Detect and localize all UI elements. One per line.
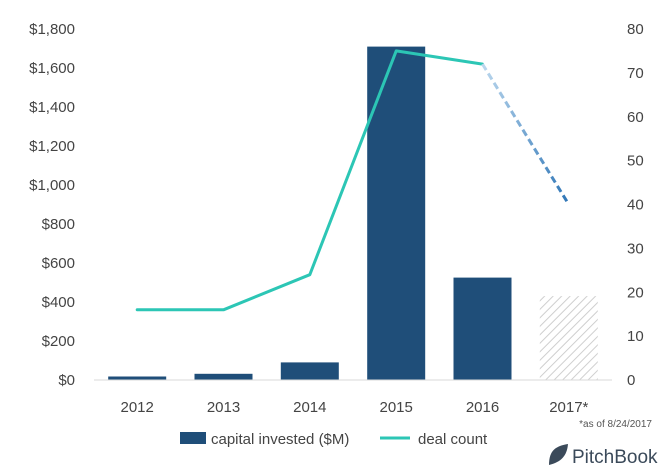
left-tick-label: $600: [42, 255, 75, 272]
left-tick-label: $1,400: [29, 99, 75, 116]
left-tick-label: $200: [42, 333, 75, 350]
right-tick-label: 80: [627, 21, 644, 38]
brand-name: PitchBook: [572, 447, 658, 468]
x-tick-label: 2013: [207, 399, 240, 416]
pitchbook-logo: PitchBook: [549, 444, 658, 468]
x-tick-label: 2017*: [549, 399, 588, 416]
x-axis: 2012 2013 2014 2015 2016 2017*: [121, 399, 589, 416]
left-tick-label: $400: [42, 294, 75, 311]
right-axis: 0 10 20 30 40 50 60 70 80: [627, 21, 644, 389]
x-tick-label: 2016: [466, 399, 499, 416]
right-tick-label: 0: [627, 372, 635, 389]
left-tick-label: $1,000: [29, 177, 75, 194]
bar-2015: [367, 46, 426, 380]
right-tick-label: 30: [627, 240, 644, 257]
x-tick-label: 2012: [121, 399, 154, 416]
bar-2016: [453, 277, 512, 380]
deal-count-series: [135, 49, 571, 312]
bar-series: [108, 46, 598, 380]
x-tick-label: 2015: [380, 399, 413, 416]
left-tick-label: $0: [58, 372, 75, 389]
legend-swatch-capital: [180, 432, 206, 444]
right-tick-label: 10: [627, 328, 644, 345]
legend-label-capital: capital invested ($M): [211, 431, 349, 448]
left-tick-label: $1,600: [29, 60, 75, 77]
x-tick-label: 2014: [293, 399, 326, 416]
left-tick-label: $1,200: [29, 138, 75, 155]
legend: capital invested ($M) deal count: [180, 431, 488, 448]
deal-count-line: [135, 49, 484, 312]
right-tick-label: 40: [627, 197, 644, 214]
bar-2012: [108, 376, 167, 380]
deal-count-projection: [481, 63, 571, 206]
pitchbook-leaf-icon: [549, 444, 568, 465]
bar-2017: [539, 296, 598, 380]
bar-2014: [280, 362, 339, 380]
left-axis: $0 $200 $400 $600 $800 $1,000 $1,200 $1,400 $1,6…: [29, 21, 75, 389]
left-tick-label: $1,800: [29, 21, 75, 38]
right-tick-label: 60: [627, 109, 644, 126]
legend-label-deal-count: deal count: [418, 431, 488, 448]
footnote: *as of 8/24/2017: [579, 419, 652, 430]
left-tick-label: $800: [42, 216, 75, 233]
bar-2013: [194, 373, 253, 380]
right-tick-label: 50: [627, 153, 644, 170]
right-tick-label: 20: [627, 284, 644, 301]
right-tick-label: 70: [627, 65, 644, 82]
